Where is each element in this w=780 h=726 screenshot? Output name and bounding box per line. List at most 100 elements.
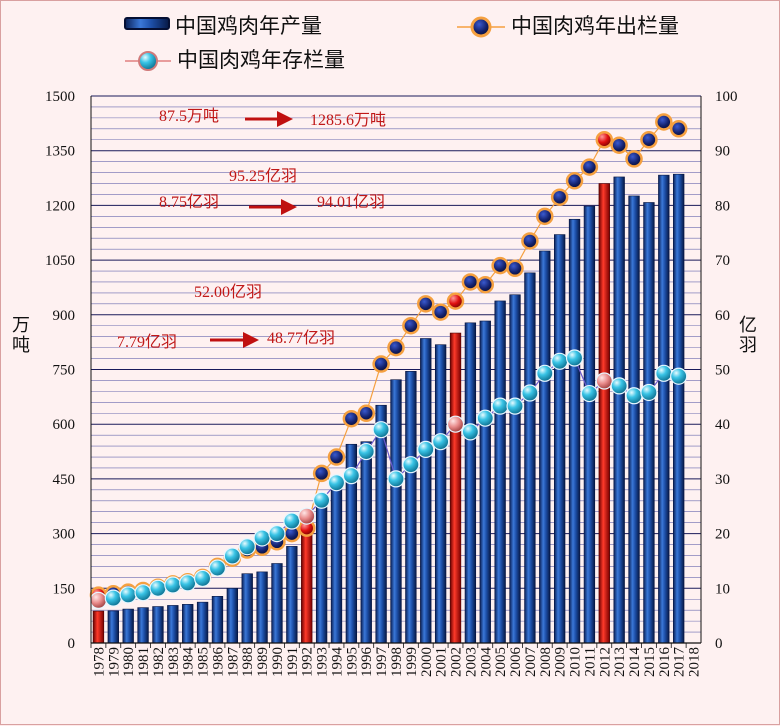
point-inventory-2004 <box>476 409 494 427</box>
bar-production-2005 <box>494 300 506 644</box>
point-inventory-2001 <box>432 433 450 451</box>
legend-marker-slaughter <box>470 16 492 38</box>
tick-x-1997: 1997 <box>374 647 390 678</box>
ylabel-left-char-1: 万 <box>12 315 30 336</box>
point-slaughter-2001 <box>431 303 450 321</box>
tick-left-1050: 1050 <box>45 253 75 269</box>
tick-left-150: 150 <box>53 581 76 597</box>
tick-x-2010: 2010 <box>568 647 584 677</box>
ylabel-left: 万 吨 <box>12 315 36 356</box>
bar-production-1990 <box>271 563 283 644</box>
bar-production-1983 <box>167 605 179 644</box>
point-slaughter-2008 <box>536 207 554 226</box>
bar-production-1999 <box>405 371 417 644</box>
arrow-inventory <box>210 332 259 348</box>
point-inventory-1979 <box>104 589 122 607</box>
tick-x-1989: 1989 <box>255 647 271 677</box>
bar-production-1979 <box>107 610 119 644</box>
tick-x-1996: 1996 <box>359 647 375 678</box>
bar-production-1981 <box>137 607 149 644</box>
tick-x-2001: 2001 <box>434 647 450 677</box>
tick-right-0: 0 <box>715 636 723 652</box>
point-inventory-2013 <box>610 377 628 395</box>
tick-x-1984: 1984 <box>181 647 197 678</box>
axes: 0 150 300 450 600 750 900 1050 1200 1350 1500 0 10 20… <box>45 89 738 677</box>
tick-x-1991: 1991 <box>285 647 301 677</box>
bar-production-2003 <box>464 322 477 644</box>
bar-production-1984 <box>182 604 194 644</box>
tick-right-10: 10 <box>715 581 730 597</box>
point-slaughter-2011 <box>580 158 599 176</box>
legend-label-production: 中国鸡肉年产量 <box>175 14 322 38</box>
point-inventory-1984 <box>179 574 197 592</box>
point-inventory-2006 <box>506 397 524 415</box>
tick-x-1985: 1985 <box>196 647 212 677</box>
tick-x-2005: 2005 <box>493 647 509 677</box>
bar-production-1985 <box>196 601 209 644</box>
tick-x-1993: 1993 <box>315 647 331 677</box>
point-inventory-1986 <box>208 559 227 577</box>
point-slaughter-2012 <box>595 131 614 149</box>
legend-marker-inventory <box>138 51 158 71</box>
ylabel-right: 亿 羽 <box>739 315 763 356</box>
point-inventory-1987 <box>223 547 241 565</box>
point-inventory-1983 <box>164 576 182 594</box>
point-inventory-2005 <box>491 397 509 415</box>
tick-right-60: 60 <box>715 308 730 324</box>
point-slaughter-1997 <box>372 355 390 373</box>
tick-right-80: 80 <box>715 198 730 214</box>
point-inventory-1980 <box>119 586 137 604</box>
legend: 中国鸡肉年产量 中国肉鸡年出栏量 中国肉鸡年存栏量 <box>124 14 679 72</box>
bar-production-1982 <box>152 606 164 644</box>
point-slaughter-2003 <box>461 273 480 291</box>
bar-production-2016 <box>658 174 670 644</box>
bar-production-2006 <box>509 294 521 644</box>
point-inventory-1991 <box>283 512 301 530</box>
tick-right-50: 50 <box>715 363 730 379</box>
tick-right-30: 30 <box>715 472 730 488</box>
point-slaughter-2007 <box>521 232 539 250</box>
tick-x-2002: 2002 <box>449 647 465 677</box>
point-inventory-1999 <box>402 456 420 474</box>
bar-production-1992 <box>301 531 313 644</box>
point-inventory-1992 <box>298 507 316 525</box>
annotation-production-2017: 1285.6万吨 <box>310 111 386 129</box>
tick-left-1200: 1200 <box>45 198 75 214</box>
tick-left-0: 0 <box>68 636 76 652</box>
tick-x-2004: 2004 <box>478 647 494 678</box>
tick-x-1990: 1990 <box>270 647 286 677</box>
bar-production-1991 <box>286 546 298 644</box>
bar-production-1988 <box>241 573 253 644</box>
point-inventory-1989 <box>253 529 271 547</box>
tick-x-1987: 1987 <box>225 647 241 678</box>
point-inventory-2000 <box>417 440 435 458</box>
tick-x-2012: 2012 <box>597 647 613 677</box>
tick-left-600: 600 <box>53 417 76 433</box>
point-slaughter-2005 <box>491 256 509 275</box>
tick-left-1500: 1500 <box>45 89 75 105</box>
tick-x-2017: 2017 <box>672 647 688 678</box>
bar-production-1986 <box>211 596 224 644</box>
bar-production-1994 <box>330 476 343 644</box>
point-inventory-2011 <box>580 384 599 403</box>
tick-left-300: 300 <box>53 527 76 543</box>
ylabel-right-char-2: 羽 <box>739 335 757 356</box>
tick-left-900: 900 <box>53 308 76 324</box>
point-inventory-2009 <box>551 352 569 370</box>
markers <box>89 113 688 609</box>
point-inventory-1985 <box>193 569 212 588</box>
bars-production <box>92 173 685 644</box>
point-inventory-2016 <box>655 364 673 382</box>
tick-left-450: 450 <box>53 472 76 488</box>
bar-production-2009 <box>554 234 566 644</box>
point-inventory-2014 <box>625 387 643 405</box>
tick-x-2011: 2011 <box>582 647 598 676</box>
bar-production-1993 <box>315 505 328 644</box>
tick-right-90: 90 <box>715 144 730 160</box>
point-slaughter-2016 <box>655 113 673 131</box>
point-slaughter-2009 <box>550 188 569 206</box>
point-slaughter-2010 <box>565 172 584 190</box>
tick-right-40: 40 <box>715 417 730 433</box>
point-inventory-1988 <box>238 538 256 556</box>
